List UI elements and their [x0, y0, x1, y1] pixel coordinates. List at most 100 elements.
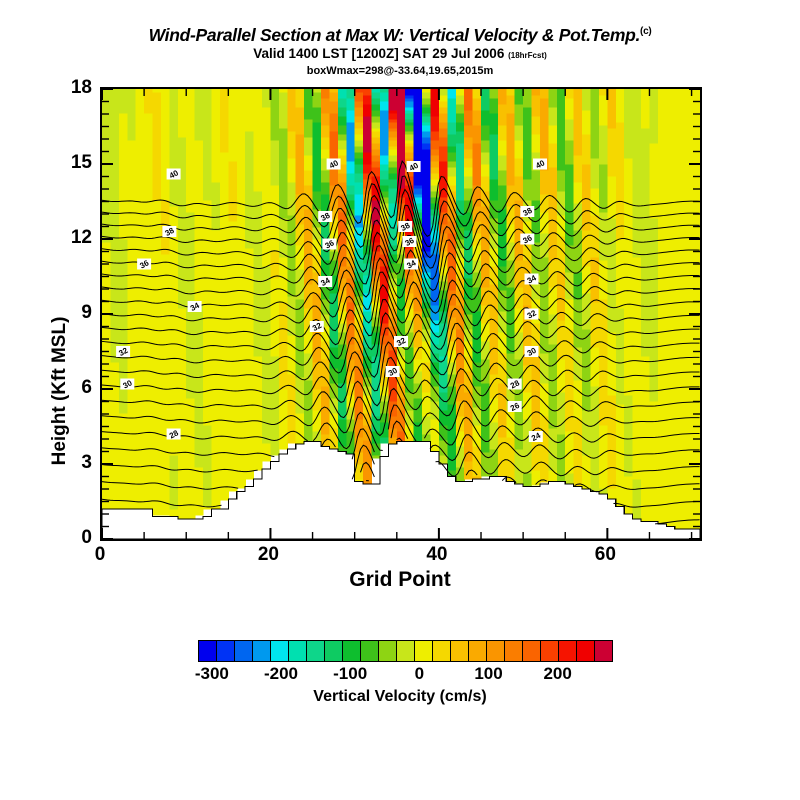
colorbar-tick-label: -200	[263, 664, 299, 683]
contour-labels: 4038363432302840383634324038363432304038…	[116, 158, 547, 443]
y-tick-label: 9	[81, 302, 92, 323]
colorbar-tick-label: 200	[543, 664, 572, 683]
x-axis-label: Grid Point	[349, 568, 451, 591]
x-tick-label: 60	[594, 544, 616, 565]
contour-line	[102, 284, 700, 338]
colorbar-swatch	[595, 641, 612, 661]
contour-line	[102, 298, 700, 351]
contour-line	[102, 356, 700, 407]
y-axis-ticks: 0 3 6 9 12 15 18	[30, 78, 92, 547]
contour-label-bg	[385, 366, 400, 377]
contour-label-bg	[187, 301, 202, 312]
contour-label-bg	[524, 308, 539, 320]
x-tick-label: 40	[426, 544, 448, 565]
terrain-mask	[102, 440, 700, 539]
colorbar-swatch	[523, 641, 541, 661]
contour-line	[102, 188, 700, 259]
contour-label-bg	[309, 321, 324, 332]
x-tick-label: 20	[257, 544, 279, 565]
colorbar-swatch	[415, 641, 433, 661]
colorbar-tick-label: -100	[333, 664, 368, 683]
contour-label-bg	[318, 276, 333, 287]
colorbar-swatch	[505, 641, 523, 661]
contour-label-bg	[520, 233, 535, 245]
plot-area: 40 38 36 34 32 30 28 40 38 36 34 32 40 38 36 34 32 30 40 38…	[100, 87, 702, 541]
contour-label-bg	[533, 158, 547, 170]
colorbar-swatch	[541, 641, 559, 661]
contour-line	[102, 218, 700, 280]
contour-label-bg	[402, 236, 417, 247]
contour-label-bg	[322, 238, 337, 250]
contour-line	[102, 420, 700, 462]
contour-label-bg	[394, 336, 408, 347]
colorbar-swatch	[469, 641, 487, 661]
title-sub-text: Valid 1400 LST [1200Z] SAT 29 Jul 2006	[253, 45, 505, 61]
colorbar-swatch	[199, 641, 217, 661]
contour-label-bg	[524, 346, 539, 357]
colorbar-tick-label: 0	[414, 664, 425, 683]
contour-line	[102, 245, 700, 302]
contour-label-bg	[166, 168, 181, 180]
colorbar-swatch	[253, 641, 271, 661]
contour-label-bg	[528, 431, 543, 442]
y-tick-label: 6	[81, 377, 92, 398]
contour-label-bg	[137, 258, 152, 270]
contour-label-bg	[404, 258, 419, 270]
contour-line	[655, 519, 700, 525]
title-subtitle: Valid 1400 LST [1200Z] SAT 29 Jul 2006 (…	[0, 46, 800, 64]
colorbar-tick-labels: -300 -200 -100 0 100 200	[195, 664, 613, 688]
colorbar: -300 -200 -100 0 100 200	[195, 640, 613, 688]
colorbar-tick-label: 100	[474, 664, 503, 683]
plot-canvas: 40 38 36 34 32 30 28 40 38 36 34 32 40 38 36 34 32 30 40 38…	[102, 89, 700, 539]
colorbar-swatch	[379, 641, 397, 661]
colorbar-swatch	[451, 641, 469, 661]
contour-label-bg	[326, 158, 341, 170]
contour-label-bg	[406, 161, 421, 172]
colorbar-swatch	[289, 641, 307, 661]
colorbar-swatch	[577, 641, 595, 661]
velocity-shading	[102, 89, 700, 531]
contour-line	[102, 404, 700, 452]
title-superscript: (c)	[640, 26, 652, 37]
colorbar-swatch	[325, 641, 343, 661]
contour-label-bg	[524, 273, 539, 285]
x-tick-label: 0	[94, 544, 106, 565]
contour-label-bg	[398, 221, 413, 232]
colorbar-label: Vertical Velocity (cm/s)	[313, 688, 487, 705]
page-title: Wind-Parallel Section at Max W: Vertical…	[0, 22, 800, 45]
contour-label-bg	[318, 211, 333, 222]
colorbar-swatch	[235, 641, 253, 661]
title-forecast-hour: (18hrFcst)	[508, 50, 547, 60]
y-axis-label: Height (Kft MSL)	[49, 316, 70, 466]
colorbar-swatch	[343, 641, 361, 661]
y-tick-label: 3	[81, 452, 92, 473]
y-tick-label: 15	[70, 152, 92, 173]
colorbar-swatch	[433, 641, 451, 661]
colorbar-swatch	[397, 641, 415, 661]
contour-label-bg	[116, 346, 131, 357]
y-tick-label: 0	[81, 527, 92, 548]
contour-line	[102, 461, 700, 493]
title-annotation: boxWmax=298@-33.64,19.65,2015m	[306, 64, 494, 77]
axis-tick-marks	[102, 89, 700, 539]
contour-line	[102, 387, 700, 437]
contour-line	[102, 341, 700, 392]
contour-line	[102, 257, 700, 314]
contour-line	[102, 175, 700, 248]
colorbar-swatch	[487, 641, 505, 661]
colorbar-swatch	[271, 641, 289, 661]
y-tick-label: 18	[70, 77, 92, 98]
colorbar-swatch	[307, 641, 325, 661]
title-main-text: Wind-Parallel Section at Max W: Vertical…	[148, 24, 641, 45]
contour-label-bg	[507, 378, 522, 390]
contour-label-bg	[507, 401, 522, 412]
colorbar-tick-label: -300	[194, 664, 229, 683]
y-tick-label: 12	[70, 227, 92, 248]
contour-label-bg	[166, 428, 181, 440]
contour-line	[102, 327, 700, 378]
contour-label-bg	[162, 226, 177, 237]
contour-label-bg	[120, 378, 135, 390]
contour-line	[102, 437, 700, 480]
contour-line	[102, 160, 700, 237]
